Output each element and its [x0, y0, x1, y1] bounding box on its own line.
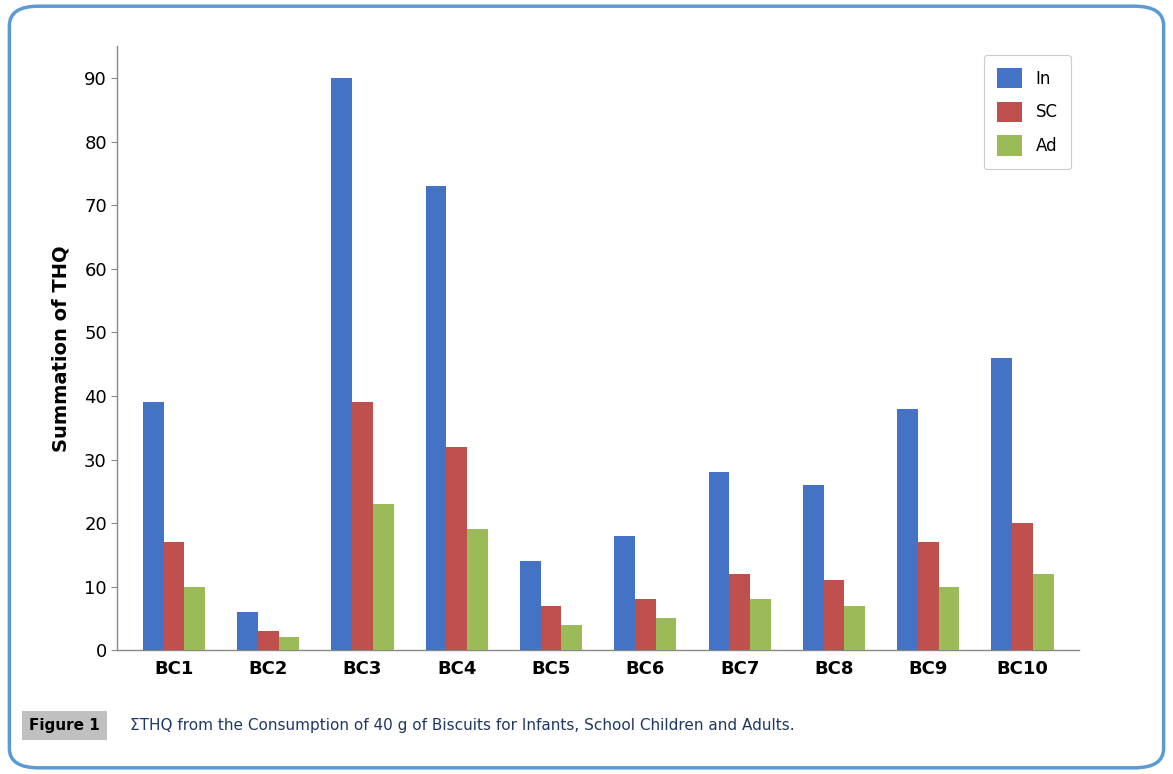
Bar — [845, 606, 866, 650]
Bar — [426, 187, 447, 650]
Bar — [918, 542, 938, 650]
Bar — [373, 504, 394, 650]
Bar — [656, 618, 677, 650]
Bar — [708, 472, 730, 650]
Bar — [163, 542, 184, 650]
Bar — [331, 78, 352, 650]
Bar — [143, 402, 163, 650]
Bar — [237, 612, 258, 650]
Bar — [1033, 574, 1053, 650]
Bar — [447, 447, 467, 650]
Bar — [184, 587, 205, 650]
Bar — [258, 631, 278, 650]
Bar — [520, 561, 541, 650]
Bar — [278, 638, 299, 650]
Text: ΣTHQ from the Consumption of 40 g of Biscuits for Infants, School Children and A: ΣTHQ from the Consumption of 40 g of Bis… — [130, 718, 795, 733]
Bar — [352, 402, 373, 650]
Text: Figure 1: Figure 1 — [29, 718, 100, 733]
Bar — [635, 599, 656, 650]
Bar — [938, 587, 960, 650]
Bar — [541, 606, 562, 650]
Bar — [750, 599, 771, 650]
Legend: In, SC, Ad: In, SC, Ad — [984, 55, 1071, 169]
Bar — [562, 625, 582, 650]
Bar — [991, 358, 1012, 650]
Bar — [615, 536, 635, 650]
Bar — [823, 580, 845, 650]
Y-axis label: Summation of THQ: Summation of THQ — [52, 245, 70, 451]
Bar — [802, 485, 823, 650]
Bar — [1012, 523, 1033, 650]
Bar — [897, 409, 918, 650]
Bar — [467, 529, 488, 650]
Bar — [730, 574, 750, 650]
